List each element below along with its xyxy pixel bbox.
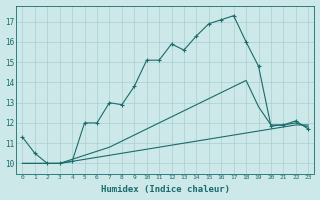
X-axis label: Humidex (Indice chaleur): Humidex (Indice chaleur) [101,185,230,194]
